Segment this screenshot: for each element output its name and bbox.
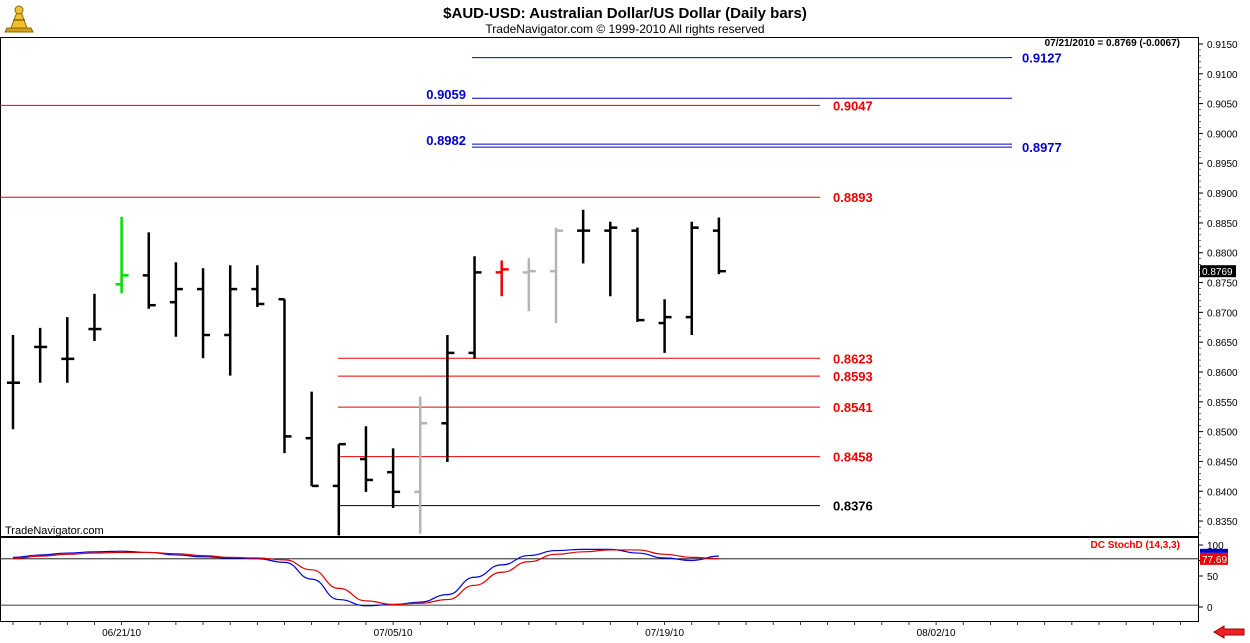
level-label: 0.9047 — [833, 98, 873, 113]
chart-title: $AUD-USD: Australian Dollar/US Dollar (D… — [443, 5, 807, 22]
ohlc-bar — [550, 227, 563, 324]
ohlc-bar — [332, 442, 346, 536]
ohlc-bar — [712, 217, 726, 275]
scroll-left-arrow-icon[interactable] — [1213, 625, 1245, 639]
ohlc-bar — [387, 448, 401, 508]
stoch-value-box — [1200, 552, 1228, 565]
ohlc-bar — [88, 293, 102, 341]
price-tick-label: 0.8500 — [1207, 428, 1238, 439]
stoch-line-d — [12, 549, 719, 606]
stoch-value-label: 77.69 — [1202, 555, 1227, 566]
price-tick-label: 0.8700 — [1207, 308, 1238, 319]
date-tick-label: 07/05/10 — [374, 628, 413, 639]
stoch-tick-label: 50 — [1207, 572, 1219, 583]
last-quote-text: 07/21/2010 = 0.8769 (-0.0067) — [1045, 38, 1180, 49]
level-label: 0.8977 — [1022, 140, 1062, 155]
ohlc-bar — [197, 268, 211, 359]
price-tick-label: 0.8750 — [1207, 279, 1238, 290]
level-label: 0.9127 — [1022, 51, 1062, 66]
ohlc-bar — [631, 227, 645, 322]
stoch-title: DC StochD (14,3,3) — [1091, 540, 1180, 551]
ohlc-bar — [61, 317, 75, 383]
ohlc-bar — [685, 221, 699, 336]
price-tick-label: 0.9150 — [1207, 40, 1238, 51]
ohlc-bar — [522, 258, 536, 312]
ohlc-bar — [7, 335, 20, 430]
level-label: 0.8541 — [833, 400, 873, 415]
ohlc-bar — [34, 327, 48, 383]
price-tick-label: 0.8650 — [1207, 338, 1238, 349]
tradenavigator-logo — [4, 5, 34, 33]
ohlc-bar — [577, 209, 591, 264]
support-resistance-levels: 0.9127 0.9059 0.9047 0.8982 0.8977 0.8893 0.86… — [0, 51, 1062, 514]
stoch-value-box-top — [1200, 548, 1228, 553]
ohlc-bar — [468, 256, 482, 359]
date-tick-label: 06/21/10 — [102, 628, 141, 639]
ohlc-bar — [305, 391, 319, 488]
ohlc-bar — [251, 265, 265, 307]
copyright-text: TradeNavigator.com © 1999-2010 All right… — [485, 22, 764, 36]
last-price-box — [1200, 265, 1236, 278]
level-label: 0.8593 — [833, 369, 873, 384]
stoch-tick-label: 100 — [1207, 541, 1224, 552]
date-tick-label: 07/19/10 — [645, 628, 684, 639]
ohlc-bar — [495, 260, 509, 297]
date-tick-label: 08/02/10 — [917, 628, 956, 639]
level-label: 0.8623 — [833, 351, 873, 366]
ohlc-bar — [441, 335, 455, 463]
date-axis: 06/21/10 07/05/10 07/19/10 08/02/10 — [12, 621, 1181, 639]
price-tick-label: 0.9100 — [1207, 70, 1238, 81]
level-label: 0.9059 — [426, 87, 466, 102]
price-tick-label: 0.9050 — [1207, 100, 1238, 111]
ohlc-bar — [359, 426, 373, 492]
price-tick-label: 0.8900 — [1207, 189, 1238, 200]
stoch-line-k — [12, 548, 719, 607]
level-label: 0.8458 — [833, 450, 873, 465]
price-tick-label: 0.8800 — [1207, 249, 1238, 260]
ohlc-bar — [658, 299, 672, 353]
price-bars — [7, 209, 726, 536]
price-tick-label: 0.8400 — [1207, 487, 1238, 498]
level-label: 0.8982 — [426, 133, 466, 148]
level-label: 0.8376 — [833, 499, 873, 514]
price-tick-label: 0.8950 — [1207, 159, 1238, 170]
price-axis: 0.9150 0.9100 0.9050 0.9000 0.8950 0.8900 0.88… — [1199, 40, 1238, 534]
level-label: 0.8893 — [833, 190, 873, 205]
price-panel — [0, 37, 1199, 537]
price-tick-label: 0.8600 — [1207, 368, 1238, 379]
price-tick-label: 0.9000 — [1207, 129, 1238, 140]
watermark-text: TradeNavigator.com — [5, 525, 104, 537]
ohlc-bar — [278, 297, 292, 454]
price-tick-label: 0.8850 — [1207, 219, 1238, 230]
ohlc-bar — [414, 396, 428, 534]
ohlc-bar — [604, 221, 618, 297]
ohlc-bar — [142, 232, 156, 309]
last-price-label: 0.8769 — [1202, 267, 1233, 278]
ohlc-bar — [115, 216, 129, 294]
price-tick-label: 0.8450 — [1207, 457, 1238, 468]
price-tick-label: 0.8350 — [1207, 517, 1238, 528]
stochastic-indicator: DC StochD (14,3,3)1007550077.69 — [1, 540, 1228, 614]
stochastic-panel — [0, 537, 1199, 622]
ohlc-bar — [224, 265, 238, 376]
stoch-tick-label: 0 — [1207, 603, 1213, 614]
ohlc-bar — [169, 262, 183, 337]
price-tick-label: 0.8550 — [1207, 398, 1238, 409]
